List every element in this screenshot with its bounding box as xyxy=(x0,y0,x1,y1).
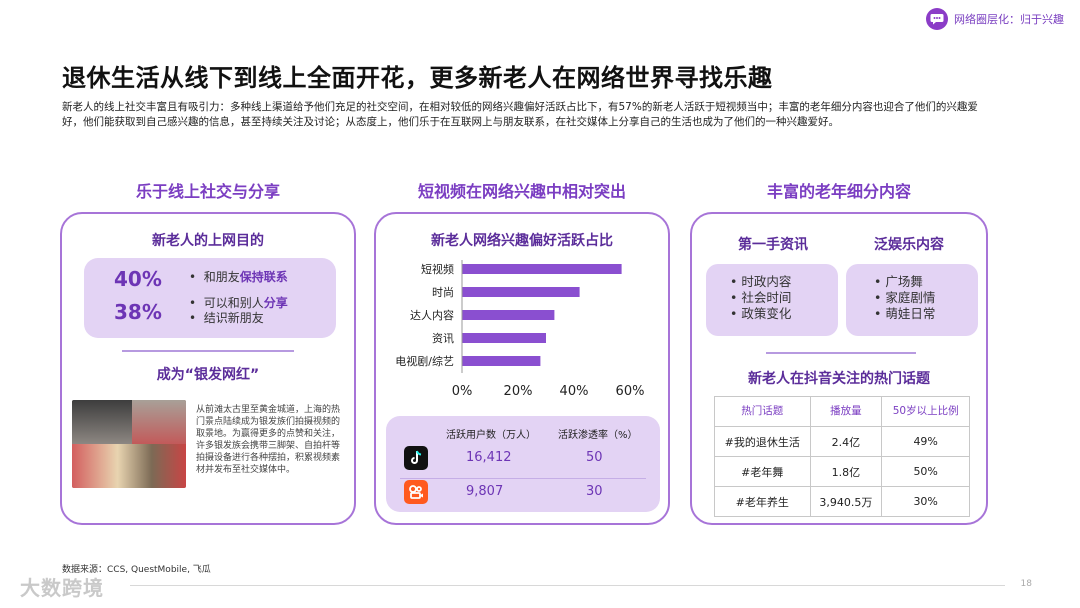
kuaishou-icon xyxy=(404,480,428,504)
table-row: #老年舞 1.8亿 50% xyxy=(714,456,970,487)
news-title: 第一手资讯 xyxy=(738,237,808,253)
topics-header: 50岁以上比例 xyxy=(881,396,970,427)
section-title-social: 乐于线上社交与分享 xyxy=(135,182,280,201)
section-title-short-video: 短视频在网络兴趣中相对突出 xyxy=(417,182,626,201)
topics-header: 播放量 xyxy=(809,396,883,427)
topics-header: 热门话题 xyxy=(714,396,811,427)
divider xyxy=(766,352,916,354)
purpose-pct-2: 38% xyxy=(114,300,162,324)
douyin-icon xyxy=(404,446,428,470)
douyin-rate: 50 xyxy=(586,450,603,465)
header-rate: 活跃渗透率（%） xyxy=(558,430,638,441)
news-box: • 时政内容 • 社会时间 • 政策变化 xyxy=(706,264,838,336)
brand-text: 网络圈层化：归于兴趣 xyxy=(954,13,1064,26)
news-item: • 社会时间 xyxy=(730,290,792,305)
table-separator xyxy=(400,478,646,479)
plays-cell: 2.4亿 xyxy=(809,426,883,457)
topic-cell: #老年舞 xyxy=(714,456,811,487)
panel-short-video: 新老人网络兴趣偏好活跃占比 短视频时尚达人内容资讯电视剧/综艺 0% 20% 40% 6… xyxy=(374,212,670,525)
table-row: #老年养生 3,940.5万 30% xyxy=(714,486,970,517)
elderly-video-photo xyxy=(72,400,186,488)
kuaishou-users: 9,807 xyxy=(466,484,504,499)
entertainment-title: 泛娱乐内容 xyxy=(874,237,944,253)
influencer-text: 从前滩太古里至黄金城道，上海的热门景点陆续成为银发族们拍摄视频的取景地。为赢得更… xyxy=(196,405,341,475)
watermark-logo: 大数跨境 xyxy=(20,576,104,600)
topic-cell: #我的退休生活 xyxy=(714,426,811,457)
bar xyxy=(462,333,546,343)
x-tick-label: 0% xyxy=(452,384,473,399)
purpose-text-1: • 和朋友保持联系 xyxy=(189,270,288,284)
purpose-box: 40% • 和朋友保持联系 38% • 可以和别人分享 • 结识新朋友 xyxy=(84,258,336,338)
x-tick-label: 40% xyxy=(560,384,589,399)
ratio-cell: 50% xyxy=(881,456,970,487)
topics-title: 新老人在抖音关注的热门话题 xyxy=(748,371,930,387)
plays-cell: 3,940.5万 xyxy=(809,486,883,517)
category-label: 短视频 xyxy=(421,262,454,276)
influencer-title: 成为“银发网红” xyxy=(156,367,260,383)
page-description: 新老人的线上社交丰富且有吸引力：多种线上渠道给予他们充足的社交空间，在相对较低的… xyxy=(62,101,978,128)
table-row: #我的退休生活 2.4亿 49% xyxy=(714,426,970,457)
bar xyxy=(462,356,541,366)
data-source: 数据来源：CCS, QuestMobile, 飞瓜 xyxy=(62,565,211,575)
category-label: 达人内容 xyxy=(410,308,454,322)
ratio-cell: 30% xyxy=(881,486,970,517)
purpose-pct-1: 40% xyxy=(114,267,162,291)
news-item: • 时政内容 xyxy=(730,274,792,289)
bar xyxy=(462,264,622,274)
ratio-cell: 49% xyxy=(881,426,970,457)
panel-social: 新老人的上网目的 40% • 和朋友保持联系 38% • 可以和别人分享 • 结… xyxy=(60,212,356,525)
page-number: 18 xyxy=(1020,579,1032,589)
entertainment-box: • 广场舞 • 家庭剧情 • 萌娃日常 xyxy=(846,264,978,336)
plays-cell: 1.8亿 xyxy=(809,456,883,487)
divider xyxy=(122,350,294,352)
x-tick-label: 60% xyxy=(616,384,645,399)
chart-title: 新老人网络兴趣偏好活跃占比 xyxy=(431,233,613,249)
bar xyxy=(462,287,580,297)
page-title: 退休生活从线下到线上全面开花，更多新老人在网络世界寻找乐趣 xyxy=(62,64,773,92)
douyin-users: 16,412 xyxy=(466,450,512,465)
brand: 网络圈层化：归于兴趣 xyxy=(926,8,1064,30)
kuaishou-rate: 30 xyxy=(586,484,603,499)
news-item: • 政策变化 xyxy=(730,306,792,321)
panel-content: 第一手资讯 泛娱乐内容 • 时政内容 • 社会时间 • 政策变化 • 广场舞 •… xyxy=(690,212,988,525)
section-title-content: 丰富的老年细分内容 xyxy=(766,182,911,201)
chat-bubble-icon xyxy=(926,8,948,30)
category-label: 时尚 xyxy=(432,285,454,299)
purpose-title: 新老人的上网目的 xyxy=(152,233,264,249)
topics-table: 热门话题 播放量 50岁以上比例 #我的退休生活 2.4亿 49% #老年舞 1… xyxy=(714,396,970,517)
footer-divider xyxy=(130,585,1005,586)
category-label: 电视剧/综艺 xyxy=(395,354,454,368)
header-users: 活跃用户数（万人） xyxy=(446,430,536,441)
purpose-text-2: • 可以和别人分享 • 结识新朋友 xyxy=(189,296,288,325)
bar xyxy=(462,310,555,320)
category-label: 资讯 xyxy=(432,332,454,345)
app-stats-table: 活跃用户数（万人） 活跃渗透率（%） 16,412 50 9,807 30 xyxy=(386,416,660,512)
entertainment-item: • 广场舞 xyxy=(874,274,923,289)
entertainment-item: • 家庭剧情 xyxy=(874,290,936,305)
x-tick-label: 20% xyxy=(504,384,533,399)
entertainment-item: • 萌娃日常 xyxy=(874,306,936,321)
topic-cell: #老年养生 xyxy=(714,486,811,517)
